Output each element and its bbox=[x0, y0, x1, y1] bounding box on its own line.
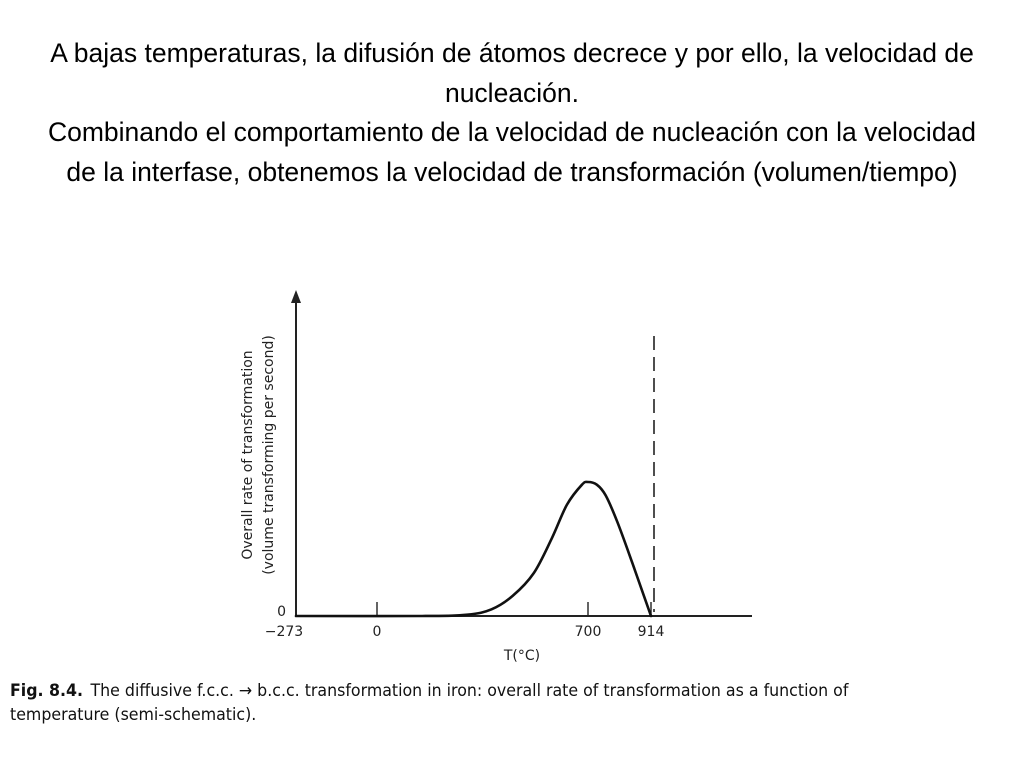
figure-caption-text: The diffusive f.c.c. → b.c.c. transforma… bbox=[10, 681, 849, 725]
x-tick-label: 0 bbox=[373, 624, 382, 640]
x-axis-label: T(°C) bbox=[503, 648, 540, 664]
figure-caption-label: Fig. 8.4. bbox=[10, 681, 84, 701]
y-axis-arrow bbox=[291, 290, 301, 303]
y-axis-label-line-1: Overall rate of transformation bbox=[240, 350, 256, 559]
y-axis-label-line-2: (volume transforming per second) bbox=[261, 335, 277, 575]
slide-text: A bajas temperaturas, la difusión de áto… bbox=[40, 34, 984, 192]
x-tick-label: 700 bbox=[575, 624, 602, 640]
slide-paragraph-1: A bajas temperaturas, la difusión de áto… bbox=[50, 38, 974, 108]
figure-caption: Fig. 8.4. The diffusive f.c.c. → b.c.c. t… bbox=[10, 679, 940, 727]
slide-paragraph-2: Combinando el comportamiento de la veloc… bbox=[47, 117, 977, 187]
rate-curve bbox=[294, 480, 653, 618]
x-tick-label: −273 bbox=[265, 624, 303, 640]
x-tick-label: 914 bbox=[638, 624, 665, 640]
y-zero-label: 0 bbox=[277, 604, 286, 620]
